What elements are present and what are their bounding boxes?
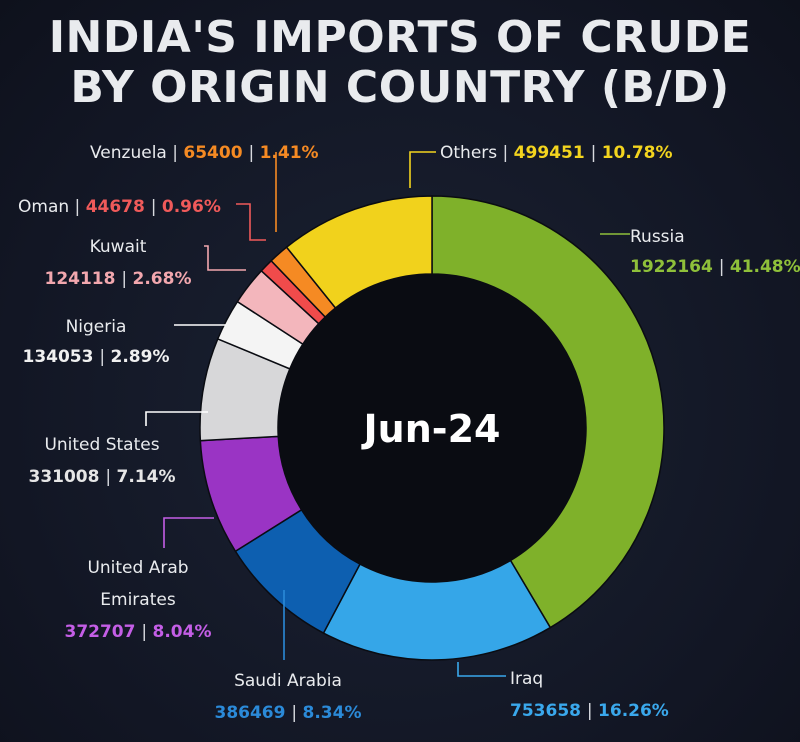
separator: | [105, 467, 116, 487]
slice-percent: 8.04% [153, 622, 212, 642]
slice-name-russia: Russia [630, 227, 685, 247]
slice-name-text: Saudi Arabia [234, 671, 342, 691]
separator: | [719, 257, 730, 277]
leader-iraq [457, 662, 506, 677]
slice-name-united-arab-emirates-line2: Emirates [100, 590, 176, 610]
slice-value: 386469 [214, 703, 291, 723]
slice-percent: 2.68% [133, 269, 192, 289]
slice-name-text: Kuwait [90, 237, 147, 257]
slice-label-others: Others | 499451 | 10.78% [440, 143, 673, 163]
slice-name-text: Iraq [510, 669, 543, 689]
slice-value: 753658 [510, 701, 587, 721]
separator: | [99, 347, 110, 367]
separator: | [291, 703, 302, 723]
slice-percent: 2.89% [111, 347, 170, 367]
slice-name-text: Nigeria [66, 317, 127, 337]
donut-hole [278, 274, 586, 582]
leader-united-arab-emirates [163, 517, 214, 548]
slice-value-iraq: 753658 | 16.26% [510, 701, 669, 721]
separator: | [141, 622, 152, 642]
chart-title-line-2: BY ORIGIN COUNTRY (B/D) [70, 62, 730, 113]
slice-percent: 8.34% [303, 703, 362, 723]
slice-labels: Russia 1922164 | 41.48% Iraq 753658 | 16.26… [18, 143, 800, 723]
slice-percent: 41.48% [730, 257, 800, 277]
slice-name-text: Others [440, 143, 503, 163]
slice-value-united-states: 331008 | 7.14% [28, 467, 175, 487]
slice-others [285, 195, 433, 310]
slice-name-text: Oman [18, 197, 75, 217]
slice-value: 331008 [28, 467, 105, 487]
slice-label-venzuela: Venzuela | 65400 | 1.41% [90, 143, 319, 163]
slice-percent: 7.14% [117, 467, 176, 487]
slice-name-iraq: Iraq [510, 669, 543, 689]
slice-name-kuwait: Kuwait [90, 237, 147, 257]
slice-percent: 10.78% [602, 143, 673, 163]
slice-percent: 1.41% [260, 143, 319, 163]
slice-label-oman: Oman | 44678 | 0.96% [18, 197, 221, 217]
slice-value: 65400 [183, 143, 248, 163]
slice-name-text: United Arab [87, 558, 188, 578]
slice-value: 372707 [64, 622, 141, 642]
separator: | [591, 143, 602, 163]
slice-value: 1922164 [630, 257, 719, 277]
separator: | [75, 197, 86, 217]
separator: | [503, 143, 514, 163]
leader-oman [236, 203, 266, 241]
slice-value-kuwait: 124118 | 2.68% [44, 269, 191, 289]
slice-percent: 0.96% [162, 197, 221, 217]
slice-name-text: Russia [630, 227, 685, 247]
slice-percent: 16.26% [598, 701, 669, 721]
slice-name-text: United States [44, 435, 159, 455]
separator: | [172, 143, 183, 163]
slice-name-united-states: United States [44, 435, 159, 455]
leader-united-states [145, 411, 208, 426]
chart-title-line-1: INDIA'S IMPORTS OF CRUDE [48, 12, 752, 63]
slice-value-united-arab-emirates: 372707 | 8.04% [64, 622, 211, 642]
slice-name-saudi-arabia: Saudi Arabia [234, 671, 342, 691]
separator: | [587, 701, 598, 721]
slice-value-saudi-arabia: 386469 | 8.34% [214, 703, 361, 723]
slice-value: 499451 [514, 143, 591, 163]
slice-value-nigeria: 134053 | 2.89% [22, 347, 169, 367]
separator: | [151, 197, 162, 217]
slice-name-text: Venzuela [90, 143, 172, 163]
slice-value: 44678 [86, 197, 151, 217]
slice-value: 124118 [44, 269, 121, 289]
donut-slices [199, 195, 665, 661]
slice-name-text: Emirates [100, 590, 176, 610]
leader-others [409, 151, 436, 188]
separator: | [121, 269, 132, 289]
slice-value-russia: 1922164 | 41.48% [630, 257, 800, 277]
leader-kuwait [204, 245, 246, 271]
separator: | [248, 143, 259, 163]
slice-name-nigeria: Nigeria [66, 317, 127, 337]
center-label: Jun-24 [361, 407, 501, 451]
leader-lines [145, 151, 630, 677]
slice-value: 134053 [22, 347, 99, 367]
slice-name-united-arab-emirates-line1: United Arab [87, 558, 188, 578]
